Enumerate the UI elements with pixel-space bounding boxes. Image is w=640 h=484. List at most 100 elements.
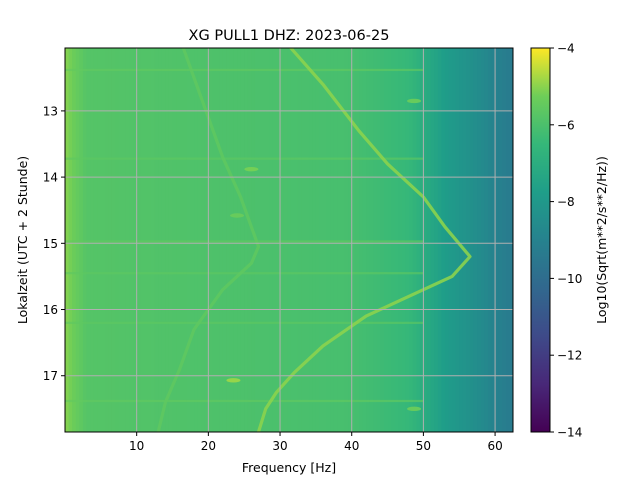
heatmap-column (437, 48, 442, 432)
y-tick-label: 16 (43, 303, 58, 317)
bright-row (65, 240, 424, 243)
heatmap-column (240, 48, 245, 432)
heatmap-column (373, 48, 378, 432)
colorbar-tick-label: −14 (557, 426, 582, 440)
y-tick-label: 17 (43, 369, 58, 383)
heatmap-column (237, 48, 242, 432)
heatmap-column (405, 48, 410, 432)
heatmap-column (190, 48, 195, 432)
heatmap-column (204, 48, 209, 432)
heatmap-column (68, 48, 73, 432)
heatmap-column (272, 48, 278, 432)
x-axis-label: Frequency [Hz] (242, 460, 336, 475)
x-tick-label: 40 (344, 439, 359, 453)
x-axis: 10 20 30 40 50 60 (129, 432, 503, 453)
heatmap-column (194, 48, 199, 432)
heatmap-column (423, 48, 428, 432)
heatmap-column (211, 48, 217, 432)
colorbar-tick-label: −6 (557, 118, 575, 132)
y-axis: 13 14 15 16 17 (43, 104, 65, 383)
spectral-track (156, 48, 261, 432)
heatmap-column (319, 48, 324, 432)
heatmap-column (118, 48, 123, 432)
heatmap-column (65, 48, 70, 432)
plot-frame (64, 47, 514, 433)
heatmap-column (287, 48, 292, 432)
heatmap-column (505, 48, 511, 432)
heatmap-column (226, 48, 231, 432)
heatmap-column (355, 48, 360, 432)
heatmap-column (380, 48, 385, 432)
heatmap-column (469, 48, 475, 432)
heatmap-column (491, 48, 496, 432)
heatmap-column (484, 48, 489, 432)
heatmap-column (312, 48, 317, 432)
heatmap-column (276, 48, 281, 432)
heatmap-column (251, 48, 256, 432)
heatmap-column (93, 48, 98, 432)
heatmap-column (247, 48, 252, 432)
heatmap-column (133, 48, 138, 432)
heatmap-column (294, 48, 299, 432)
heatmap-column (165, 48, 170, 432)
heatmap-column (208, 48, 213, 432)
heatmap-column (215, 48, 220, 432)
bright-spot (226, 378, 241, 383)
heatmap-column (125, 48, 131, 432)
heatmap-column (222, 48, 227, 432)
y-tick-label: 14 (43, 171, 58, 185)
heatmap-column (82, 48, 88, 432)
heatmap-column (183, 48, 188, 432)
heatmap-column (498, 48, 503, 432)
heatmap-column (115, 48, 120, 432)
heatmap-column (75, 48, 80, 432)
heatmap-column (158, 48, 163, 432)
heatmap-column (111, 48, 116, 432)
y-tick-label: 13 (43, 104, 58, 118)
heatmap-column (391, 48, 396, 432)
heatmap-column (344, 48, 349, 432)
heatmap-column (477, 48, 482, 432)
x-tick-label: 50 (416, 439, 431, 453)
heatmap-column (383, 48, 389, 432)
heatmap-column (398, 48, 403, 432)
heatmap-column (147, 48, 152, 432)
heatmap-column (369, 48, 374, 432)
heatmap-column (244, 48, 249, 432)
heatmap-column (419, 48, 424, 432)
heatmap-column (201, 48, 206, 432)
heatmap-column (176, 48, 181, 432)
heatmap-column (326, 48, 331, 432)
heatmap-column (480, 48, 485, 432)
heatmap-column (333, 48, 338, 432)
heatmap-column (362, 48, 367, 432)
plot-area (64, 47, 514, 433)
heatmap-column (412, 48, 417, 432)
colorbar-scale (530, 47, 551, 433)
heatmap-column (143, 48, 149, 432)
heatmap-column (140, 48, 145, 432)
heatmap-column (495, 48, 500, 432)
x-tick-label: 60 (487, 439, 502, 453)
heatmap-column (416, 48, 421, 432)
heatmap-column (265, 48, 270, 432)
heatmap-column (179, 48, 184, 432)
heatmap-column (487, 48, 493, 432)
spectral-track (256, 48, 472, 432)
heatmap-column (426, 48, 432, 432)
heatmap-column (172, 48, 177, 432)
x-tick-label: 20 (201, 439, 216, 453)
heatmap-column (308, 48, 313, 432)
heatmap-column (340, 48, 346, 432)
heatmap-column (100, 48, 106, 432)
heatmap-column (430, 48, 435, 432)
bright-row (65, 321, 424, 324)
heatmap-column (444, 48, 450, 432)
heatmap-column (233, 48, 238, 432)
colorbar-tick-label: −10 (557, 272, 582, 286)
bright-spot (230, 213, 245, 218)
heatmap-column (366, 48, 371, 432)
bright-spot (407, 406, 422, 412)
heatmap-column (90, 48, 95, 432)
heatmap-column (283, 48, 288, 432)
